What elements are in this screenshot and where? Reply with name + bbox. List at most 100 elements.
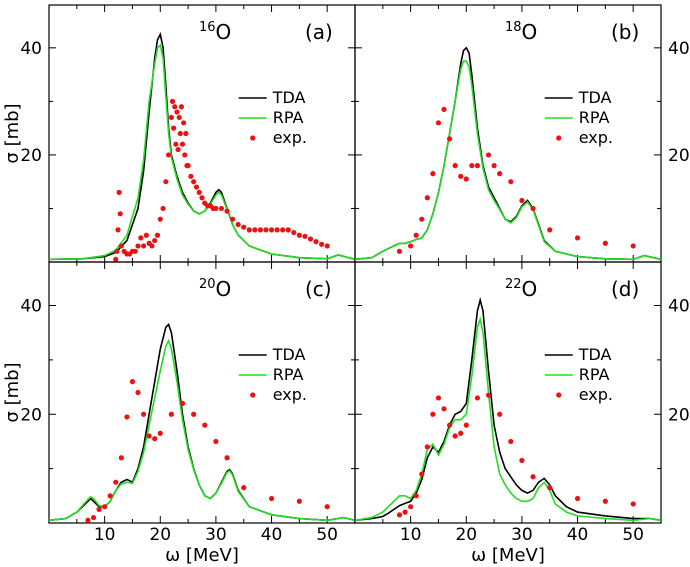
nucleus-mass: 20 — [199, 277, 216, 292]
legend-label: RPA — [579, 365, 610, 384]
exp-data-point — [458, 430, 464, 436]
nucleus-symbol: O — [521, 20, 537, 44]
exp-data-point — [146, 433, 152, 439]
exp-data-point — [463, 176, 469, 182]
exp-data-point — [441, 106, 447, 113]
x-tick-label: 50 — [316, 525, 338, 545]
legend-marker-exp — [250, 392, 256, 398]
exp-data-point — [241, 485, 247, 491]
exp-data-point — [602, 498, 608, 504]
panel-tag: (a) — [305, 20, 333, 44]
panel-tag: (c) — [305, 277, 332, 301]
x-tick-label: 40 — [567, 525, 589, 545]
exp-data-point — [602, 240, 608, 246]
exp-data-point — [463, 422, 469, 428]
exp-data-point — [263, 227, 269, 233]
x-tick-label: 50 — [622, 525, 644, 545]
exp-data-point — [149, 243, 155, 249]
legend-label: TDA — [272, 345, 306, 364]
exp-data-point — [166, 152, 172, 158]
exp-data-point — [174, 109, 180, 115]
nucleus-label: 18O — [505, 20, 537, 44]
exp-data-point — [452, 163, 458, 169]
exp-data-point — [491, 163, 497, 169]
exp-data-point — [268, 495, 275, 502]
exp-data-point — [396, 512, 403, 518]
series-line-rpa — [49, 43, 355, 261]
exp-data-point — [116, 189, 122, 195]
legend-label: RPA — [273, 365, 304, 384]
legend-marker-exp — [250, 135, 256, 141]
nucleus-symbol: O — [215, 277, 231, 301]
exp-data-point — [408, 504, 414, 510]
plot-area — [49, 32, 355, 262]
exp-data-point — [446, 136, 453, 142]
exp-data-point — [530, 205, 536, 212]
exp-data-point — [424, 195, 430, 201]
exp-data-point — [257, 227, 264, 233]
nucleus-mass: 16 — [199, 20, 216, 35]
exp-data-point — [630, 501, 636, 507]
plot-frame — [48, 261, 356, 524]
exp-data-point — [218, 205, 225, 212]
exp-data-point — [485, 152, 492, 158]
y-tick-label: 40 — [20, 297, 42, 317]
exp-data-point — [291, 229, 297, 236]
exp-data-point — [185, 163, 191, 169]
exp-data-point — [152, 436, 158, 442]
exp-data-point — [630, 243, 636, 249]
exp-data-point — [224, 455, 230, 461]
exp-data-point — [191, 179, 197, 185]
y-tick-label: 40 — [20, 39, 42, 59]
exp-data-point — [118, 243, 124, 249]
exp-data-point — [307, 236, 314, 242]
exp-data-point — [574, 495, 581, 502]
exp-data-point — [235, 221, 241, 228]
exp-data-point — [154, 232, 161, 238]
exp-data-point — [319, 241, 325, 247]
exp-data-point — [181, 120, 187, 126]
exp-data-point — [435, 395, 442, 401]
exp-data-point — [324, 504, 330, 510]
legend-label: RPA — [579, 108, 610, 127]
exp-data-point — [396, 248, 403, 254]
x-tick-label: 30 — [511, 525, 533, 545]
exp-data-point — [508, 179, 514, 185]
y-tick-label: 20 — [20, 146, 42, 166]
exp-data-point — [419, 216, 425, 222]
exp-data-point — [172, 104, 178, 110]
nucleus-label: 16O — [199, 20, 231, 44]
exp-data-point — [179, 400, 186, 406]
exp-data-point — [163, 179, 169, 185]
legend-label: exp. — [579, 128, 613, 147]
legend-label: TDA — [578, 88, 612, 107]
exp-data-point — [547, 227, 553, 233]
exp-data-point — [171, 125, 177, 131]
exp-data-point — [118, 455, 124, 461]
exp-data-point — [230, 216, 236, 222]
exp-data-point — [157, 216, 163, 222]
exp-data-point — [96, 506, 102, 513]
y-axis-label: σ [mb] — [2, 103, 23, 163]
series-line-tda — [355, 296, 661, 522]
exp-data-point — [497, 411, 503, 417]
exp-data-point — [224, 208, 230, 214]
x-tick-label: 40 — [261, 525, 283, 545]
plot-area — [49, 323, 355, 523]
exp-data-point — [179, 141, 186, 147]
panel-tag: (b) — [611, 20, 639, 44]
exp-data-point — [302, 233, 308, 239]
y-tick-label: 40 — [668, 297, 690, 317]
exp-data-point — [324, 243, 330, 249]
y-tick-label: 40 — [668, 39, 690, 59]
exp-data-point — [169, 98, 176, 104]
exp-data-point — [519, 197, 525, 204]
exp-data-point — [313, 239, 319, 245]
plot-area — [355, 296, 661, 522]
y-tick-label: 20 — [20, 405, 42, 425]
exp-data-point — [519, 457, 525, 464]
exp-data-point — [168, 411, 174, 417]
